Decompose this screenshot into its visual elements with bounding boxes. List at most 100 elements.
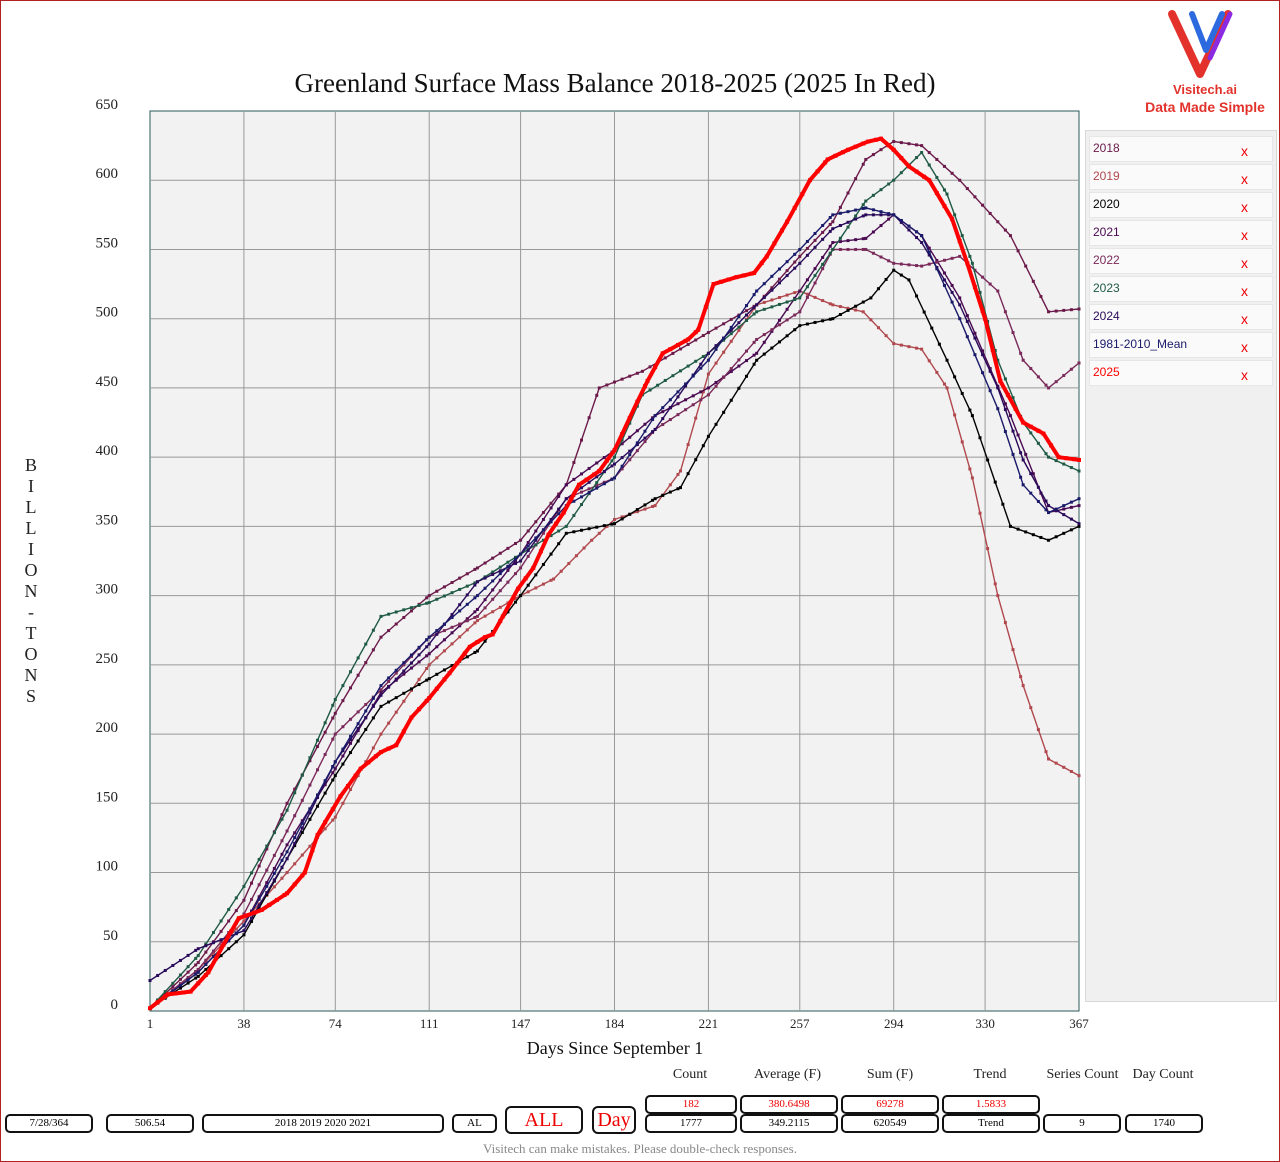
data-point bbox=[676, 472, 680, 476]
data-point bbox=[194, 963, 198, 967]
data-point bbox=[972, 285, 977, 290]
data-point bbox=[831, 227, 835, 231]
data-point bbox=[458, 622, 462, 626]
al-button[interactable]: AL bbox=[452, 1114, 497, 1133]
years-field[interactable]: 2018 2019 2020 2021 bbox=[202, 1114, 444, 1133]
data-point bbox=[1028, 424, 1033, 429]
data-point bbox=[821, 267, 825, 271]
data-point bbox=[557, 494, 561, 498]
legend-remove-button[interactable]: x bbox=[1241, 311, 1248, 327]
data-point bbox=[927, 250, 931, 254]
data-point bbox=[831, 213, 835, 217]
data-point bbox=[526, 549, 530, 553]
data-point bbox=[173, 991, 178, 996]
data-point bbox=[475, 594, 479, 598]
data-point bbox=[777, 281, 781, 285]
data-point bbox=[729, 398, 733, 402]
data-point bbox=[970, 414, 974, 418]
data-point bbox=[178, 982, 182, 986]
data-point bbox=[1003, 430, 1007, 434]
legend-item-2021[interactable]: 2021 x bbox=[1089, 220, 1273, 246]
data-point bbox=[953, 413, 957, 417]
data-point bbox=[534, 573, 538, 577]
data-point bbox=[1047, 538, 1051, 542]
data-point bbox=[785, 300, 789, 304]
legend-remove-button[interactable]: x bbox=[1241, 227, 1248, 243]
data-point bbox=[676, 390, 680, 394]
data-point bbox=[171, 963, 175, 967]
data-point bbox=[706, 372, 710, 376]
trend-button[interactable]: Trend bbox=[942, 1114, 1040, 1133]
data-point bbox=[506, 546, 510, 550]
data-point bbox=[274, 897, 279, 902]
data-point bbox=[1011, 396, 1015, 400]
stat-sum-top: 69278 bbox=[841, 1095, 939, 1114]
legend-item-2019[interactable]: 2019 x bbox=[1089, 164, 1273, 190]
data-point bbox=[981, 349, 985, 353]
legend-remove-button[interactable]: x bbox=[1241, 199, 1248, 215]
legend-remove-button[interactable]: x bbox=[1241, 171, 1248, 187]
data-point bbox=[491, 588, 495, 592]
data-point bbox=[1011, 331, 1015, 335]
data-point bbox=[1036, 441, 1040, 445]
data-point bbox=[915, 143, 919, 147]
all-button[interactable]: ALL bbox=[505, 1106, 583, 1134]
data-point bbox=[572, 530, 576, 534]
data-point bbox=[980, 308, 985, 313]
data-point bbox=[564, 483, 568, 487]
date-field[interactable]: 7/28/364 bbox=[5, 1114, 93, 1133]
legend-item-2018[interactable]: 2018 x bbox=[1089, 136, 1273, 162]
data-point bbox=[450, 631, 454, 635]
legend-item-2025[interactable]: 2025 x bbox=[1089, 360, 1273, 386]
data-point bbox=[341, 725, 345, 729]
legend-item-2020[interactable]: 2020 x bbox=[1089, 192, 1273, 218]
data-point bbox=[930, 326, 934, 330]
legend-item-2022[interactable]: 2022 x bbox=[1089, 248, 1273, 274]
data-point bbox=[442, 668, 446, 672]
legend-remove-button[interactable]: x bbox=[1241, 255, 1248, 271]
data-point bbox=[567, 561, 571, 565]
legend-remove-button[interactable]: x bbox=[1241, 283, 1248, 299]
legend-item-2024[interactable]: 2024 x bbox=[1089, 304, 1273, 330]
data-point bbox=[409, 666, 413, 670]
data-point bbox=[846, 225, 850, 229]
x-tick-label: 294 bbox=[884, 1016, 904, 1031]
data-point bbox=[194, 948, 198, 952]
data-point bbox=[442, 638, 446, 642]
legend-remove-button[interactable]: x bbox=[1241, 143, 1248, 159]
data-point bbox=[653, 365, 658, 370]
value-field[interactable]: 506.54 bbox=[106, 1114, 194, 1133]
data-point bbox=[1036, 499, 1040, 503]
data-point bbox=[292, 882, 297, 887]
data-point bbox=[541, 511, 545, 515]
legend-item-1981-2010_Mean[interactable]: 1981-2010_Mean x bbox=[1089, 332, 1273, 358]
data-point bbox=[1039, 295, 1043, 299]
data-point bbox=[409, 715, 414, 720]
data-point bbox=[755, 289, 759, 293]
data-point bbox=[250, 871, 254, 875]
data-point bbox=[427, 696, 432, 701]
data-point bbox=[620, 515, 624, 519]
data-point bbox=[722, 336, 726, 340]
data-point bbox=[424, 698, 429, 703]
data-point bbox=[595, 525, 599, 529]
data-point bbox=[280, 865, 284, 869]
data-point bbox=[559, 569, 563, 573]
data-point bbox=[394, 668, 398, 672]
legend-remove-button[interactable]: x bbox=[1241, 339, 1248, 355]
data-point bbox=[833, 153, 838, 158]
legend-item-2023[interactable]: 2023 x bbox=[1089, 276, 1273, 302]
data-point bbox=[242, 912, 246, 916]
data-point bbox=[534, 529, 538, 533]
data-point bbox=[564, 531, 568, 535]
day-button[interactable]: Day bbox=[592, 1106, 636, 1134]
data-point bbox=[1003, 310, 1007, 314]
data-point bbox=[186, 970, 190, 974]
data-point bbox=[373, 754, 378, 759]
legend-remove-button[interactable]: x bbox=[1241, 367, 1248, 383]
data-point bbox=[595, 481, 599, 485]
data-point bbox=[285, 891, 290, 896]
data-point bbox=[323, 721, 327, 725]
y-label-char: O bbox=[24, 560, 38, 580]
